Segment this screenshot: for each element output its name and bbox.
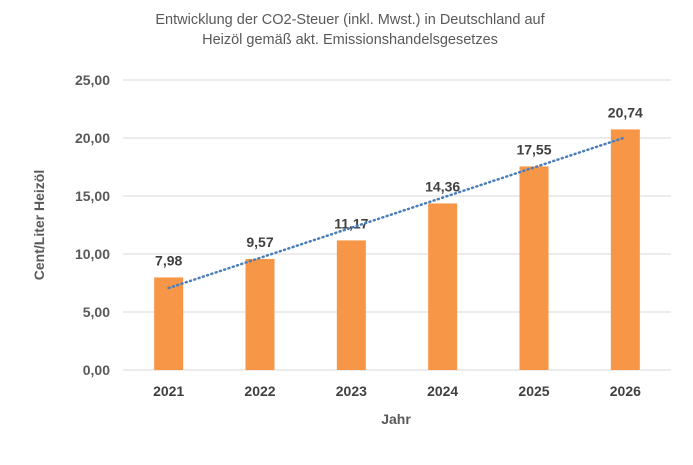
- bar: [428, 203, 458, 370]
- x-tick-label: 2026: [610, 383, 641, 399]
- y-tick-label: 20,00: [75, 130, 110, 146]
- bar: [610, 129, 640, 370]
- x-tick-label: 2022: [244, 383, 275, 399]
- data-label: 7,98: [155, 252, 182, 268]
- bar: [519, 166, 549, 370]
- y-tick-label: 5,00: [83, 304, 110, 320]
- x-tick-label: 2023: [336, 383, 367, 399]
- y-tick-label: 0,00: [83, 362, 110, 378]
- bar: [154, 277, 184, 370]
- x-tick-label: 2021: [153, 383, 184, 399]
- y-tick-label: 15,00: [75, 188, 110, 204]
- chart-title-line-1: Entwicklung der CO2-Steuer (inkl. Mwst.)…: [155, 12, 545, 28]
- data-label: 11,17: [334, 215, 368, 231]
- data-label: 9,57: [246, 234, 273, 250]
- trendline: [167, 136, 627, 290]
- x-tick-label: 2024: [427, 383, 458, 399]
- data-label: 17,55: [516, 141, 551, 157]
- data-label: 14,36: [425, 178, 460, 194]
- chart-title-line-2: Heizöl gemäß akt. Emissionshandelsgesetz…: [202, 32, 498, 48]
- bar: [245, 258, 275, 370]
- x-tick-label: 2025: [518, 383, 549, 399]
- y-axis-title: Cent/Liter Heizöl: [31, 170, 47, 280]
- data-label: 20,74: [608, 104, 643, 120]
- x-axis-title: Jahr: [381, 411, 411, 427]
- y-tick-label: 10,00: [75, 246, 110, 262]
- bar: [336, 240, 366, 370]
- y-tick-label: 25,00: [75, 72, 110, 88]
